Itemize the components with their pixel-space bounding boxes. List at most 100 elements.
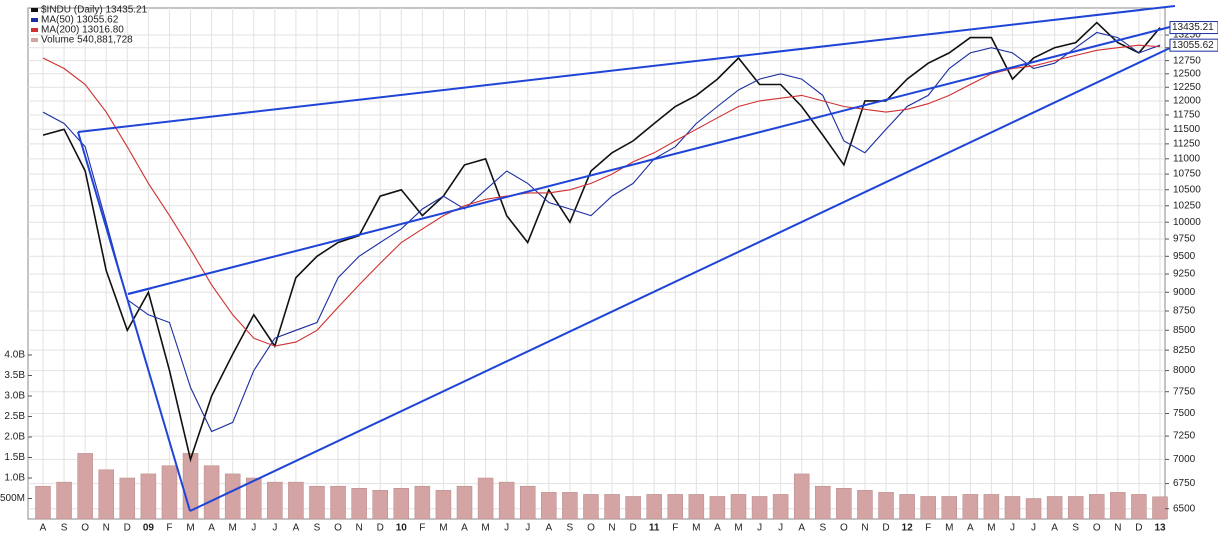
volume-bar — [836, 488, 852, 520]
y-tick-label: 11750 — [1173, 110, 1201, 121]
volume-bar — [224, 473, 241, 520]
series-line — [42, 44, 1161, 347]
x-tick-label: 10 — [396, 523, 408, 534]
x-tick-label: D — [629, 523, 636, 534]
volume-bar — [730, 494, 747, 520]
volume-bar — [688, 494, 705, 520]
volume-bar — [772, 494, 789, 520]
x-tick-label: A — [40, 523, 47, 534]
y-tick-label: 10750 — [1173, 169, 1201, 180]
volume-bar — [119, 477, 136, 520]
volume-bar — [878, 492, 894, 520]
volume-bar — [562, 492, 578, 520]
x-tick-label: J — [525, 523, 530, 534]
last-value-label: 13055.62 — [1172, 40, 1214, 51]
x-tick-label: F — [166, 523, 172, 534]
y2-tick-label: 3.5B — [4, 370, 25, 381]
x-tick-label: A — [461, 523, 468, 534]
last-value-label: 13435.21 — [1172, 22, 1214, 33]
volume-bar — [288, 481, 304, 520]
volume-bar — [793, 473, 810, 520]
trendline — [127, 287, 153, 295]
x-tick-label: J — [1031, 523, 1036, 534]
volume-bar — [203, 465, 220, 520]
volume-layer — [35, 453, 1168, 520]
y-tick-label: 9750 — [1173, 234, 1196, 245]
y2-tick-label: 2.0B — [4, 432, 25, 443]
volume-bar — [309, 485, 325, 520]
volume-bar — [920, 496, 936, 520]
x-tick-label: A — [293, 523, 300, 534]
series-line — [42, 31, 1161, 433]
volume-bar — [1067, 496, 1084, 520]
volume-bar — [414, 485, 431, 520]
trendline — [127, 26, 1171, 295]
y2-tick-label: 500M — [0, 493, 25, 504]
x-tick-label: N — [608, 523, 615, 534]
x-tick-label: A — [1051, 523, 1058, 534]
x-tick-label: M — [229, 523, 237, 534]
x-tick-label: 09 — [143, 523, 155, 534]
x-tick-label: N — [356, 523, 363, 534]
last-value-box — [1169, 21, 1218, 35]
x-tick-label: S — [819, 523, 826, 534]
volume-bar — [1046, 496, 1063, 520]
y-tick-label: 10250 — [1173, 200, 1201, 211]
series-line — [42, 21, 1161, 463]
legend-swatch — [31, 8, 38, 12]
volume-bar — [77, 453, 93, 520]
x-tick-label: F — [419, 523, 425, 534]
legend-label: $INDU (Daily) 13435.21 — [41, 5, 148, 16]
volume-bar — [393, 488, 410, 520]
y-tick-label: 7750 — [1173, 386, 1196, 397]
volume-bar — [372, 490, 388, 520]
x-tick-label: M — [734, 523, 742, 534]
x-tick-label: O — [587, 523, 595, 534]
y-tick-label: 12000 — [1173, 96, 1201, 107]
x-tick-label: D — [124, 523, 131, 534]
x-tick-label: 11 — [649, 523, 660, 534]
trendline — [77, 131, 191, 512]
volume-bar — [246, 477, 262, 520]
x-tick-label: M — [481, 523, 489, 534]
y-tick-label: 8750 — [1173, 306, 1196, 317]
line-layer — [42, 21, 1161, 463]
x-tick-label: S — [61, 523, 68, 534]
volume-bar — [498, 481, 515, 520]
y-tick-label: 6750 — [1173, 478, 1196, 489]
plot-frame — [27, 7, 1166, 520]
x-tick-label: A — [545, 523, 552, 534]
volume-bar — [98, 469, 114, 520]
last-value-box — [1169, 38, 1218, 52]
legend-label: MA(200) 13016.80 — [41, 25, 124, 36]
x-tick-label: A — [714, 523, 721, 534]
x-tick-label: F — [672, 523, 678, 534]
volume-bar — [667, 494, 684, 520]
volume-bar — [35, 485, 51, 520]
volume-bar — [477, 477, 494, 520]
x-tick-label: M — [987, 523, 995, 534]
volume-bar — [435, 490, 452, 520]
x-tick-label: J — [778, 523, 783, 534]
legend-swatch — [31, 38, 38, 42]
volume-bar — [1131, 494, 1147, 520]
volume-bar — [1025, 498, 1042, 520]
x-tick-label: N — [103, 523, 110, 534]
y-tick-label: 9500 — [1173, 251, 1196, 262]
y-tick-label: 7250 — [1173, 431, 1196, 442]
x-tick-label: D — [377, 523, 384, 534]
x-tick-label: A — [967, 523, 974, 534]
y-tick-label: 9000 — [1173, 287, 1196, 298]
y-tick-label: 10000 — [1173, 217, 1201, 228]
y-tick-label: 7000 — [1173, 454, 1196, 465]
legend-swatch — [31, 28, 38, 32]
volume-bar — [815, 485, 831, 520]
volume-bar — [709, 496, 726, 520]
y-tick-label: 10500 — [1173, 184, 1201, 195]
volume-bar — [899, 494, 915, 520]
x-tick-label: M — [945, 523, 953, 534]
volume-bar — [941, 496, 957, 520]
x-tick-label: M — [692, 523, 700, 534]
